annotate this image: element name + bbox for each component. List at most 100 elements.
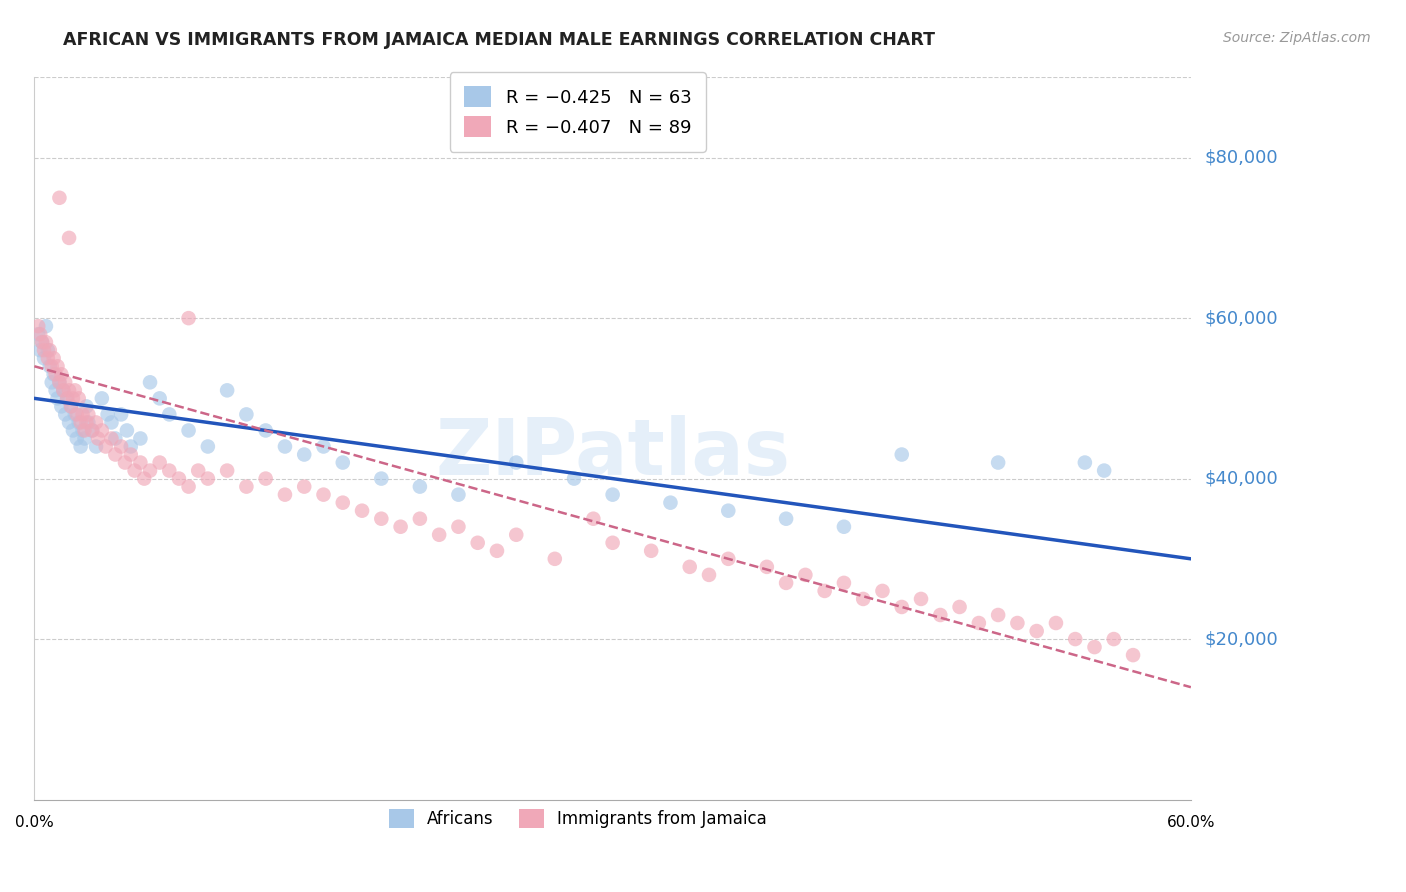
Point bbox=[1007, 615, 1029, 630]
Point bbox=[167, 472, 190, 486]
Point bbox=[177, 424, 200, 438]
Point bbox=[409, 480, 432, 494]
Point bbox=[114, 456, 136, 470]
Point bbox=[72, 408, 94, 422]
Point bbox=[104, 432, 127, 446]
Point bbox=[370, 472, 392, 486]
Point bbox=[312, 440, 335, 454]
Point bbox=[77, 416, 100, 430]
Point bbox=[235, 408, 257, 422]
Point bbox=[104, 448, 127, 462]
Point bbox=[82, 424, 104, 438]
Point bbox=[717, 551, 740, 566]
Point bbox=[987, 456, 1010, 470]
Point bbox=[115, 424, 138, 438]
Point bbox=[254, 424, 277, 438]
Point bbox=[37, 351, 59, 366]
Point bbox=[890, 599, 912, 614]
Point bbox=[35, 319, 58, 334]
Point bbox=[775, 575, 797, 590]
Point bbox=[48, 376, 70, 390]
Point bbox=[292, 480, 315, 494]
Point bbox=[75, 400, 97, 414]
Point bbox=[100, 416, 122, 430]
Point bbox=[37, 343, 59, 358]
Point bbox=[56, 392, 79, 406]
Point bbox=[46, 392, 69, 406]
Point bbox=[409, 512, 432, 526]
Point bbox=[120, 448, 142, 462]
Point bbox=[1025, 624, 1047, 638]
Point bbox=[53, 376, 76, 390]
Point bbox=[235, 480, 257, 494]
Text: $40,000: $40,000 bbox=[1205, 469, 1278, 488]
Point bbox=[1102, 632, 1125, 646]
Point bbox=[967, 615, 990, 630]
Point bbox=[149, 456, 172, 470]
Point bbox=[447, 520, 470, 534]
Point bbox=[53, 408, 76, 422]
Point bbox=[467, 536, 489, 550]
Point bbox=[27, 319, 49, 334]
Point bbox=[177, 311, 200, 326]
Point bbox=[332, 496, 354, 510]
Point bbox=[66, 432, 89, 446]
Legend: Africans, Immigrants from Jamaica: Africans, Immigrants from Jamaica bbox=[382, 802, 773, 835]
Point bbox=[292, 448, 315, 462]
Point bbox=[110, 408, 132, 422]
Point bbox=[69, 416, 91, 430]
Point bbox=[100, 432, 122, 446]
Point bbox=[832, 520, 855, 534]
Point bbox=[63, 384, 86, 398]
Point bbox=[427, 528, 450, 542]
Point bbox=[62, 392, 84, 406]
Point bbox=[1074, 456, 1097, 470]
Point bbox=[312, 488, 335, 502]
Point bbox=[90, 424, 112, 438]
Point bbox=[82, 424, 104, 438]
Point bbox=[929, 607, 952, 622]
Point bbox=[59, 400, 82, 414]
Point bbox=[659, 496, 682, 510]
Point bbox=[1045, 615, 1067, 630]
Point bbox=[485, 543, 508, 558]
Point bbox=[755, 559, 778, 574]
Point bbox=[69, 440, 91, 454]
Point bbox=[134, 472, 156, 486]
Point bbox=[59, 400, 82, 414]
Text: $60,000: $60,000 bbox=[1205, 310, 1278, 327]
Point bbox=[51, 400, 73, 414]
Point bbox=[832, 575, 855, 590]
Point bbox=[58, 384, 80, 398]
Point bbox=[84, 416, 107, 430]
Point bbox=[775, 512, 797, 526]
Point bbox=[77, 408, 100, 422]
Point bbox=[352, 504, 374, 518]
Point bbox=[120, 440, 142, 454]
Point bbox=[910, 591, 932, 606]
Point bbox=[872, 583, 894, 598]
Point bbox=[139, 464, 162, 478]
Point bbox=[129, 456, 152, 470]
Point bbox=[129, 432, 152, 446]
Point bbox=[35, 335, 58, 350]
Point bbox=[27, 327, 49, 342]
Point bbox=[890, 448, 912, 462]
Point bbox=[505, 456, 527, 470]
Point bbox=[1083, 640, 1105, 654]
Text: AFRICAN VS IMMIGRANTS FROM JAMAICA MEDIAN MALE EARNINGS CORRELATION CHART: AFRICAN VS IMMIGRANTS FROM JAMAICA MEDIA… bbox=[63, 31, 935, 49]
Point bbox=[94, 440, 117, 454]
Point bbox=[177, 480, 200, 494]
Point bbox=[41, 359, 63, 374]
Point bbox=[332, 456, 354, 470]
Point bbox=[948, 599, 970, 614]
Point bbox=[45, 368, 67, 382]
Point bbox=[48, 376, 70, 390]
Point bbox=[45, 384, 67, 398]
Point bbox=[52, 384, 75, 398]
Point bbox=[679, 559, 702, 574]
Point bbox=[149, 392, 172, 406]
Point bbox=[97, 408, 120, 422]
Point bbox=[602, 488, 624, 502]
Point bbox=[389, 520, 412, 534]
